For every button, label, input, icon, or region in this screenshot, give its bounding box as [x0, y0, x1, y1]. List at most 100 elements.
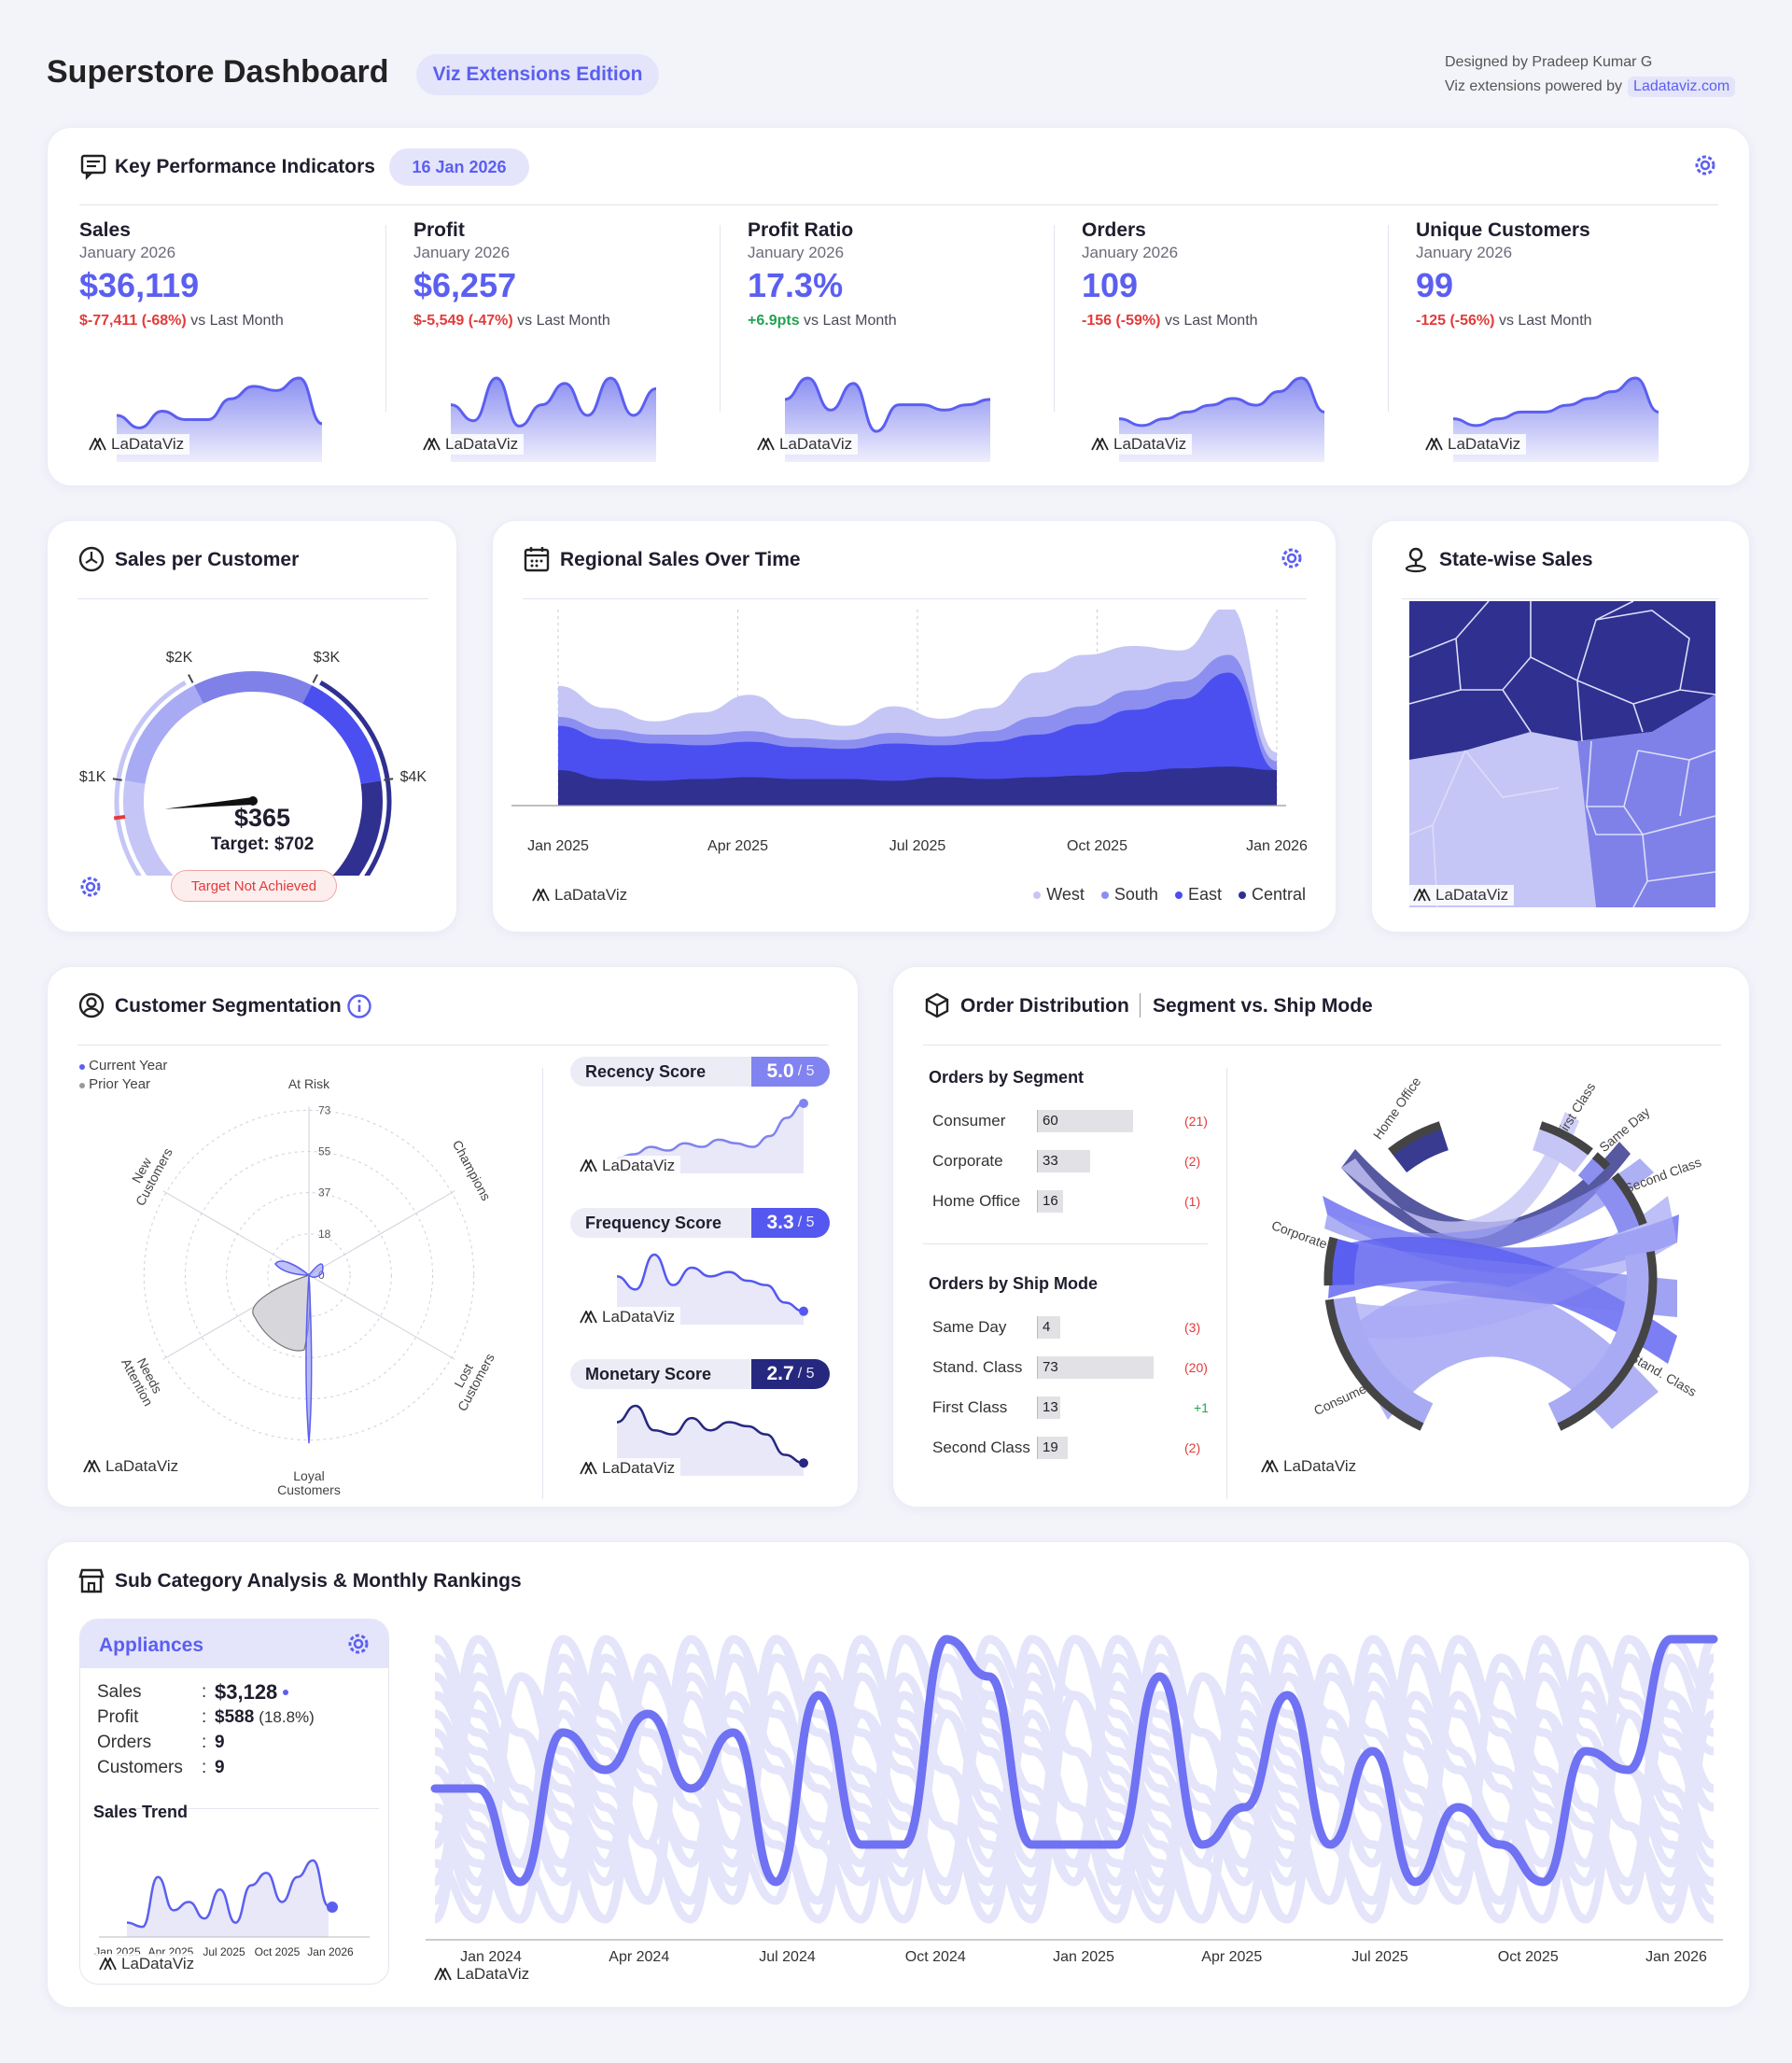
store-icon: [78, 1568, 105, 1593]
order-bar-value: 60: [1043, 1113, 1058, 1129]
bump-brand-logo: LaDataViz: [430, 1964, 536, 1985]
order-bar-value: 4: [1043, 1319, 1051, 1335]
order-bar-row[interactable]: Same Day 4: [932, 1313, 1153, 1341]
subcat-metric-colon: :: [202, 1757, 207, 1777]
subcat-settings-gear-icon[interactable]: [345, 1631, 371, 1657]
powered-by: Viz extensions powered by Ladataviz.com: [1445, 77, 1736, 97]
gauge-band: [124, 685, 204, 784]
score-pill: Monetary Score 2.7/ 5: [570, 1359, 830, 1389]
chord-group-border: [1388, 1121, 1442, 1156]
order-bar-value: 16: [1043, 1193, 1058, 1209]
order-bar-fill: [1038, 1437, 1069, 1459]
chord-label: First Class: [1553, 1080, 1599, 1141]
order-bar-track: 60: [1037, 1110, 1153, 1132]
order-bar-row[interactable]: Corporate 33: [932, 1147, 1153, 1175]
kpi-delta-label: vs Last Month: [517, 313, 610, 329]
bump-selected-line[interactable]: [430, 1635, 1718, 1887]
order-bar-track: 19: [1037, 1437, 1153, 1459]
legend-prior-year: Prior Year: [79, 1075, 167, 1094]
regional-legend-item[interactable]: Central: [1238, 885, 1306, 905]
sales-indicator-dot: [283, 1689, 289, 1695]
order-bar-row[interactable]: First Class 13: [932, 1394, 1153, 1422]
score-sparkline-line: [616, 1102, 805, 1159]
chord-group-border: [1591, 1152, 1611, 1171]
kpi-separator: [720, 225, 721, 412]
subcat-metric-row: Profit: $588 (18.8%): [97, 1705, 315, 1730]
kpi-period: January 2026: [1082, 244, 1179, 261]
subcat-metric-key: Sales: [97, 1681, 142, 1702]
kpi-date-badge: 16 Jan 2026: [389, 148, 529, 186]
kpi-settings-gear-icon[interactable]: [1692, 152, 1718, 178]
subcat-metric-value: 9: [215, 1757, 225, 1777]
kpi-delta-label: vs Last Month: [1498, 313, 1592, 329]
score-name: Frequency Score: [585, 1213, 722, 1232]
segmentation-title: Customer Segmentation: [115, 995, 342, 1017]
kpi-divider: [79, 204, 1718, 205]
order-bar-fill: [1038, 1356, 1154, 1379]
gauge-tick: [112, 778, 122, 781]
subcat-metric-extra: (18.8%): [259, 1707, 315, 1726]
subcat-trend-x-label: Jul 2025: [203, 1945, 245, 1958]
regional-brand-logo: LaDataViz: [528, 885, 634, 905]
kpi-separator: [1388, 225, 1389, 412]
order-bar-row[interactable]: Stand. Class 73: [932, 1354, 1154, 1382]
powered-by-link[interactable]: Ladataviz.com: [1628, 77, 1736, 97]
gauge-needle-hub: [248, 796, 258, 806]
kpi-separator: [1054, 225, 1055, 412]
score-pill: Frequency Score 3.3/ 5: [570, 1208, 830, 1238]
bump-x-label: Jan 2026: [1645, 1949, 1707, 1965]
spc-target: Target: $702: [210, 835, 315, 854]
kpi-delta-label: vs Last Month: [190, 313, 284, 329]
regional-legend-item[interactable]: East: [1174, 885, 1222, 905]
order-bar-value: 13: [1043, 1399, 1058, 1415]
subcat-panel-divider: [91, 1808, 379, 1809]
subcat-metric-value: 9: [215, 1732, 225, 1752]
kpi-title-label: Unique Customers: [1416, 219, 1590, 241]
subcat-metric-row: Customers:9: [97, 1755, 315, 1780]
edition-badge: Viz Extensions Edition: [416, 54, 659, 95]
chord-group-border: [1323, 1236, 1338, 1286]
subcat-title: Sub Category Analysis & Monthly Rankings: [115, 1570, 522, 1592]
kpi-item: Sales January 2026 $36,119 $-77,411 (-68%) …: [79, 219, 387, 462]
sales-gauge: $0$1K$2K$3K$4K$5K: [79, 650, 427, 876]
legend-current-year: Current Year: [79, 1057, 167, 1075]
gauge-outer-ring: [114, 681, 187, 876]
subcat-sales-trend-chart: Jan 2025 Apr 2025 Jul 2025 Oct 2025 Jan 2026: [94, 1859, 370, 1958]
regional-legend-item[interactable]: South: [1100, 885, 1158, 905]
radar-ring-label: 55: [318, 1144, 331, 1158]
by-segment-title: Orders by Segment: [929, 1068, 1085, 1087]
legend-label: West: [1046, 885, 1085, 904]
kpi-title-label: Profit Ratio: [748, 219, 854, 241]
kpi-delta-label: vs Last Month: [804, 313, 897, 329]
order-bar-row[interactable]: Home Office 16: [932, 1187, 1153, 1215]
kpi-delta-value: $-77,411 (-68%): [79, 313, 187, 329]
radar-axis-label: LostCustomers: [442, 1344, 497, 1413]
order-bar-row[interactable]: Consumer 60: [932, 1107, 1153, 1135]
powered-by-text: Viz extensions powered by: [1445, 78, 1623, 94]
kpi-delta-value: -125 (-56%): [1416, 313, 1495, 329]
order-bar-row[interactable]: Second Class 19: [932, 1434, 1153, 1462]
gauge-band: [301, 685, 382, 784]
kpi-title-label: Profit: [413, 219, 465, 241]
spc-title: Sales per Customer: [115, 549, 300, 570]
kpi-period: January 2026: [748, 244, 845, 261]
chord-label: Consumer: [1311, 1379, 1373, 1418]
kpi-brand-logo: LaDataViz: [753, 434, 859, 455]
kpi-sparkline-line: [116, 376, 322, 429]
spc-settings-gear-icon[interactable]: [77, 874, 104, 900]
radar-ring: [143, 1109, 475, 1441]
order-bar-label: Corporate: [932, 1152, 1003, 1170]
chord-group-arc: [1577, 1157, 1606, 1186]
state-title: State-wise Sales: [1439, 549, 1593, 570]
regional-settings-gear-icon[interactable]: [1279, 545, 1305, 571]
segmentation-radar-chart: At Risk Champions LostCustomers Loyal Custom…: [119, 1076, 497, 1497]
info-icon[interactable]: [346, 993, 372, 1019]
kpi-delta: $-77,411 (-68%) vs Last Month: [79, 313, 387, 330]
radar-ring: [267, 1233, 351, 1317]
regional-legend-item[interactable]: West: [1033, 885, 1085, 905]
kpi-item: Profit January 2026 $6,257 $-5,549 (-47%) v…: [413, 219, 721, 462]
bump-x-label: Jan 2024: [460, 1949, 522, 1965]
title-separator: [1140, 993, 1141, 1017]
subcat-metric-value: $588: [215, 1706, 255, 1727]
score-name: Recency Score: [585, 1061, 707, 1081]
